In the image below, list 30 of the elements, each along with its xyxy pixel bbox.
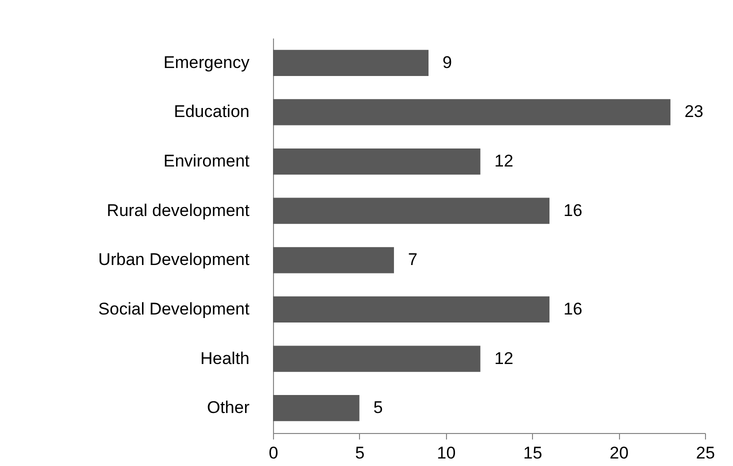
data-label: 7 <box>408 250 418 270</box>
y-tick-label: Urban Development <box>98 250 250 270</box>
x-tick-label: 15 <box>523 444 542 462</box>
y-tick-label: Other <box>206 398 250 418</box>
y-tick-label: Education <box>174 102 250 122</box>
y-tick-label: Health <box>200 348 250 368</box>
bar <box>273 198 550 224</box>
y-tick-label: Emergency <box>164 52 250 72</box>
y-tick-label: Social Development <box>98 299 250 318</box>
x-tick-label: 0 <box>268 444 278 462</box>
x-tick-label: 5 <box>355 444 365 462</box>
bar <box>273 296 550 323</box>
data-label: 5 <box>373 398 383 418</box>
data-label: 12 <box>494 152 514 171</box>
bar <box>273 395 360 422</box>
x-tick-label: 25 <box>696 444 715 462</box>
bar <box>273 50 429 76</box>
bar <box>273 99 670 126</box>
y-tick-label: Enviroment <box>164 152 250 171</box>
data-label: 12 <box>494 348 514 368</box>
x-tick-label: 20 <box>610 444 629 462</box>
data-label: 16 <box>563 299 582 318</box>
y-tick-label: Rural development <box>106 200 250 220</box>
x-tick-label: 10 <box>436 444 456 462</box>
bar <box>273 247 394 274</box>
data-label: 23 <box>684 102 704 122</box>
data-label: 9 <box>442 52 452 72</box>
data-label: 16 <box>563 200 582 220</box>
bar <box>273 148 480 175</box>
bar <box>273 346 480 372</box>
